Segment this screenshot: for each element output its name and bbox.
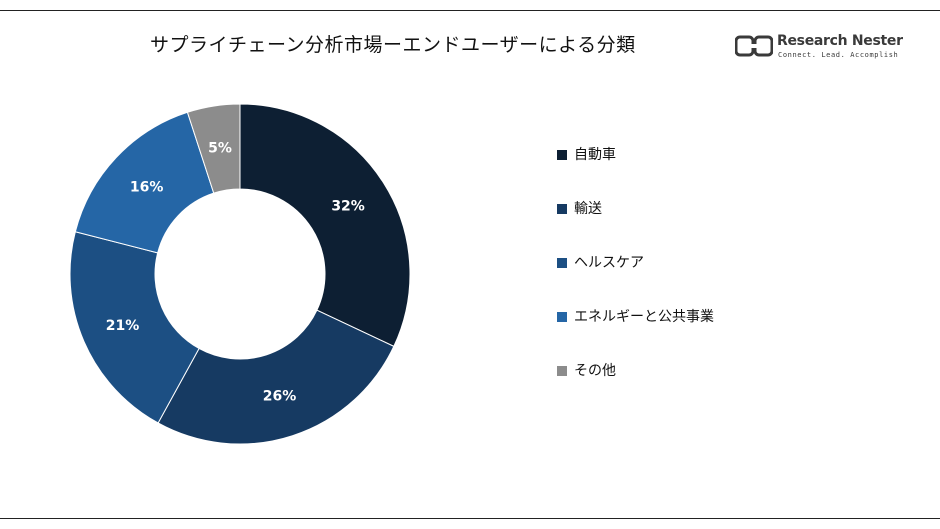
legend-swatch <box>557 150 567 160</box>
legend-swatch <box>557 312 567 322</box>
slice-value-label-5: 5% <box>208 141 232 157</box>
legend-label: 自動車 <box>574 147 616 163</box>
legend-label: エネルギーと公共事業 <box>574 309 714 325</box>
bottom-border <box>0 518 940 519</box>
legend-swatch <box>557 258 567 268</box>
legend-swatch <box>557 366 567 376</box>
logo-tagline: Connect. Lead. Accomplish <box>778 51 899 59</box>
legend-label: ヘルスケア <box>574 255 644 271</box>
slice-value-label-1: 32% <box>331 198 365 214</box>
legend-swatch <box>557 204 567 214</box>
logo-mark-icon <box>735 35 773 57</box>
logo-name: Research Nester <box>777 33 903 49</box>
donut-slice-1 <box>239 103 411 348</box>
legend-label: 輸送 <box>574 201 602 217</box>
donut-slice-3 <box>69 231 200 424</box>
donut-slice-5 <box>186 103 241 194</box>
slice-value-label-4: 16% <box>130 179 164 195</box>
slice-value-label-3: 21% <box>106 318 140 334</box>
top-border <box>0 10 940 11</box>
chart-title: サプライチェーン分析市場ーエンドユーザーによる分類 <box>150 34 636 56</box>
donut-slice-labels: 32% 26% 21% 16% 5% <box>106 141 365 405</box>
legend-label: その他 <box>574 363 616 379</box>
donut-slice-2 <box>157 309 395 445</box>
research-nester-logo: Research Nester Connect. Lead. Accomplis… <box>735 33 905 65</box>
slice-value-label-2: 26% <box>263 389 297 405</box>
donut-slices <box>69 103 411 445</box>
